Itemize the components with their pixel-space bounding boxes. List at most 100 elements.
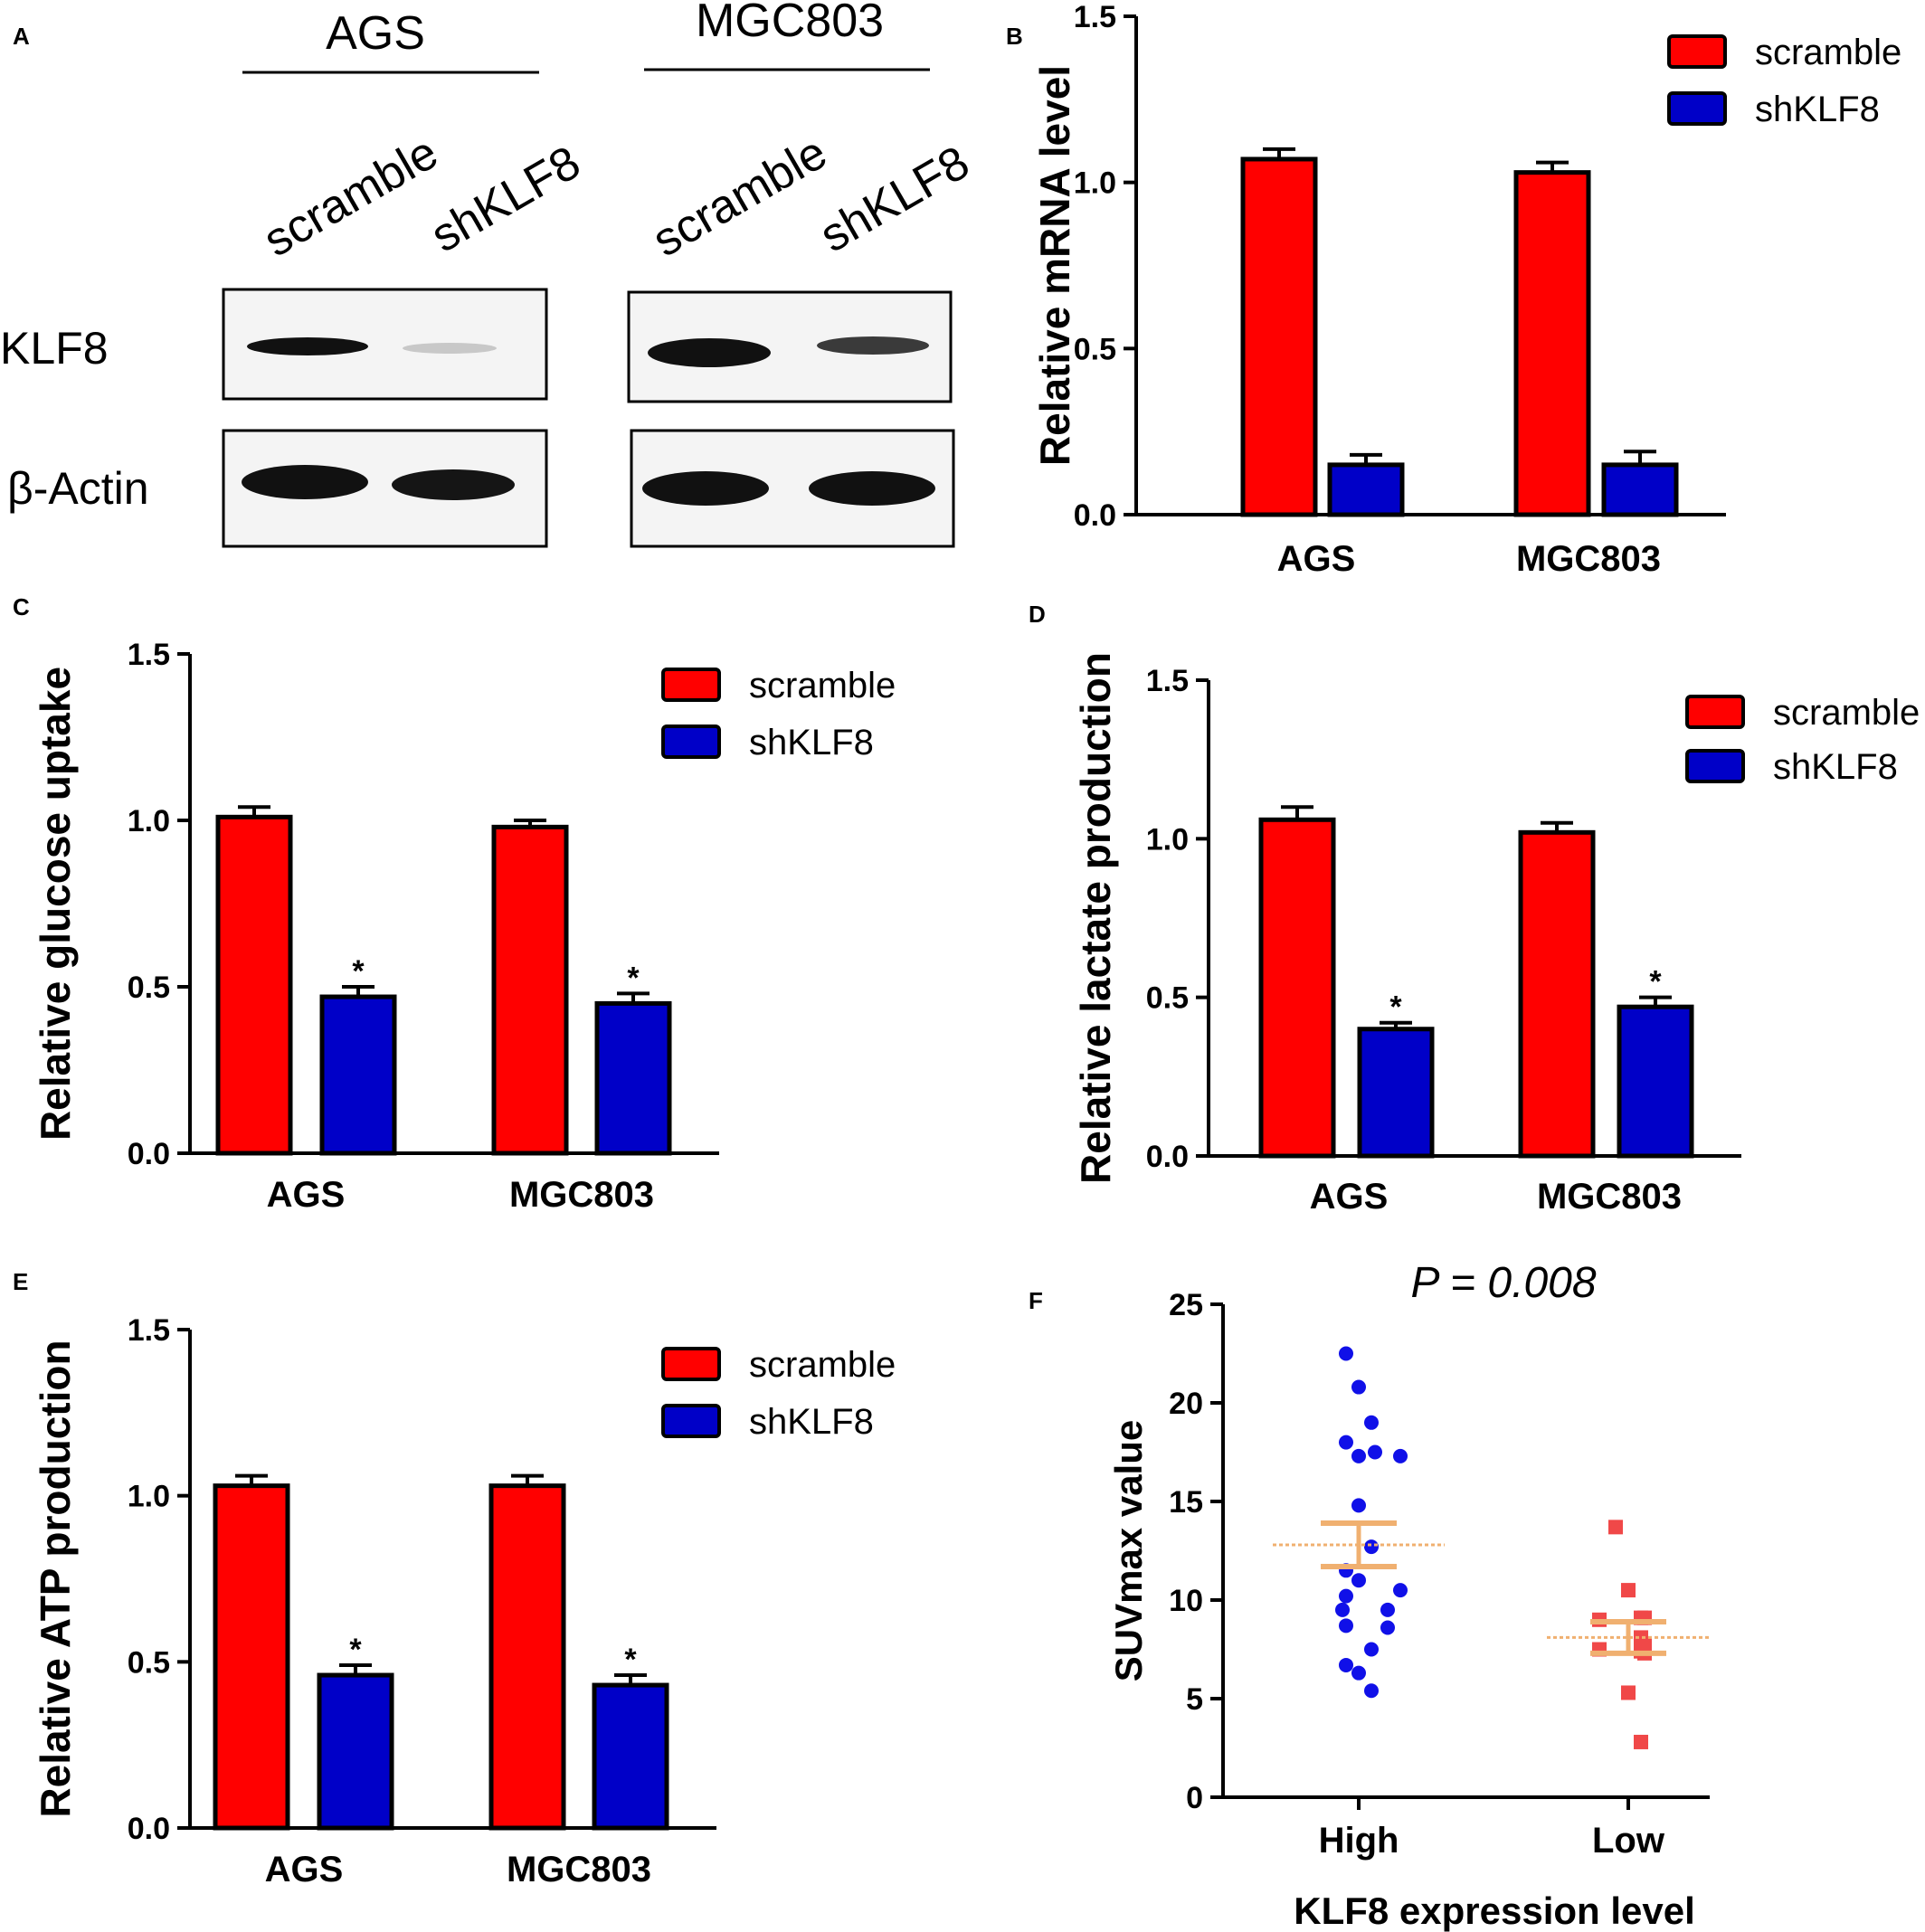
- data-point-high: [1368, 1444, 1382, 1460]
- bar-chart-d: 0.0 0.5 1.0 1.5 Relative lactate production *…: [1072, 652, 1920, 1217]
- legend-swatch: [661, 1347, 721, 1381]
- y-tick-label: 0.0: [128, 1137, 170, 1171]
- scatter-chart-f: P = 0.008 0 5 10 15 20 25 SUVmax value KLF8 expr…: [1107, 1259, 1710, 1932]
- legend-label: scramble: [1773, 693, 1920, 733]
- y-tick-label: 10: [1169, 1584, 1203, 1618]
- blot-band: [817, 336, 929, 355]
- bar-chart-c: 0.0 0.5 1.0 1.5 Relative glucose uptake * AGS *…: [32, 638, 896, 1215]
- panel-letter-a: A: [13, 23, 30, 50]
- panel-letter-b: B: [1006, 23, 1023, 50]
- legend-swatch: [661, 1404, 721, 1438]
- y-tick-label: 25: [1169, 1288, 1203, 1322]
- wb-lane-label: scramble: [255, 127, 447, 268]
- panel-letter-f: F: [1029, 1287, 1043, 1314]
- bar-scramble: [1240, 156, 1318, 517]
- wb-row-label-actin: β-Actin: [7, 463, 149, 514]
- data-point-high: [1335, 1602, 1350, 1617]
- y-tick-label: 0.0: [128, 1812, 170, 1846]
- y-axis-label: Relative lactate production: [1072, 652, 1119, 1184]
- blot-band: [642, 471, 769, 506]
- western-blot-panel: AGS MGC803 scramble shKLF8 scramble shKL…: [0, 0, 978, 548]
- data-point-high: [1380, 1602, 1395, 1617]
- legend-swatch: [661, 668, 721, 702]
- y-tick-label: 1.0: [128, 804, 170, 838]
- significance-marker: *: [624, 1643, 637, 1677]
- legend-label: scramble: [749, 666, 896, 706]
- significance-marker: *: [1649, 965, 1662, 999]
- bar-scramble: [491, 824, 569, 1156]
- data-point-high: [1380, 1620, 1395, 1635]
- wb-lane-label: shKLF8: [811, 137, 978, 263]
- legend-label: scramble: [749, 1345, 896, 1385]
- x-category-label: MGC803: [507, 1850, 651, 1889]
- y-tick-label: 1.5: [1074, 0, 1116, 34]
- chart-title: P = 0.008: [1410, 1259, 1596, 1307]
- legend-swatch: [1685, 695, 1745, 729]
- x-category-label: MGC803: [509, 1175, 654, 1215]
- data-point-low: [1621, 1583, 1636, 1598]
- bar-shKLF8: [1357, 1027, 1435, 1159]
- wb-row-label-klf8: KLF8: [0, 323, 109, 374]
- panel-letter-d: D: [1029, 601, 1046, 628]
- y-axis-label: Relative mRNA level: [1031, 65, 1078, 466]
- y-tick-label: 0.5: [128, 1645, 170, 1680]
- bar-shKLF8: [317, 1672, 394, 1831]
- blot-band: [809, 471, 935, 506]
- legend-label: shKLF8: [749, 723, 874, 762]
- bar-chart-b: 0.0 0.5 1.0 1.5 Relative mRNA level AGS MGC803…: [1031, 0, 1901, 579]
- bar-shKLF8: [1601, 462, 1679, 517]
- bar-scramble: [488, 1483, 566, 1831]
- bar-shKLF8: [319, 994, 397, 1156]
- bar-chart-e: 0.0 0.5 1.0 1.5 Relative ATP production * AGS *…: [32, 1313, 896, 1889]
- significance-marker: *: [352, 954, 365, 989]
- y-tick-label: 0.5: [1074, 332, 1116, 366]
- data-point-high: [1393, 1448, 1408, 1463]
- bar-scramble: [215, 814, 293, 1156]
- data-point-high: [1364, 1415, 1379, 1430]
- y-tick-label: 1.5: [128, 638, 170, 672]
- x-category-label: AGS: [265, 1850, 344, 1889]
- wb-group-label-ags: AGS: [326, 7, 425, 60]
- y-tick-label: 0: [1186, 1781, 1203, 1815]
- legend-swatch: [1685, 749, 1745, 783]
- significance-marker: *: [1389, 990, 1402, 1025]
- wb-lane-label: shKLF8: [422, 137, 589, 263]
- x-category-label: AGS: [267, 1175, 346, 1215]
- y-tick-label: 15: [1169, 1485, 1203, 1520]
- data-point-low: [1608, 1520, 1623, 1535]
- legend-label: scramble: [1755, 33, 1901, 72]
- data-point-low: [1634, 1734, 1648, 1749]
- data-point-high: [1364, 1683, 1379, 1699]
- wb-group-label-mgc803: MGC803: [696, 0, 884, 47]
- bar-shKLF8: [1327, 462, 1405, 517]
- bar-scramble: [213, 1483, 290, 1831]
- panel-letter-e: E: [13, 1268, 28, 1295]
- blot-band: [242, 465, 368, 499]
- blot-band: [648, 338, 771, 367]
- data-point-high: [1351, 1448, 1366, 1463]
- data-point-high: [1339, 1657, 1353, 1672]
- bar-scramble: [1513, 170, 1591, 517]
- y-tick-label: 1.0: [1146, 822, 1189, 857]
- x-category-label: AGS: [1277, 539, 1356, 579]
- panel-letter-c: C: [13, 593, 30, 620]
- legend-swatch: [1667, 91, 1727, 126]
- y-tick-label: 1.0: [128, 1480, 170, 1514]
- blot-band: [392, 469, 515, 500]
- x-category-label: High: [1319, 1821, 1399, 1861]
- data-point-high: [1339, 1588, 1353, 1604]
- blot-band: [403, 343, 497, 354]
- data-point-high: [1351, 1665, 1366, 1681]
- data-point-high: [1393, 1583, 1408, 1598]
- legend-label: shKLF8: [1773, 747, 1898, 787]
- y-tick-label: 20: [1169, 1387, 1203, 1421]
- y-tick-label: 1.0: [1074, 166, 1116, 201]
- bar-scramble: [1518, 829, 1596, 1159]
- blot-band: [247, 337, 368, 355]
- y-tick-label: 0.5: [1146, 981, 1189, 1016]
- bar-shKLF8: [592, 1682, 669, 1831]
- y-tick-label: 0.0: [1074, 498, 1116, 533]
- data-point-low: [1621, 1685, 1636, 1700]
- data-point-high: [1351, 1498, 1366, 1513]
